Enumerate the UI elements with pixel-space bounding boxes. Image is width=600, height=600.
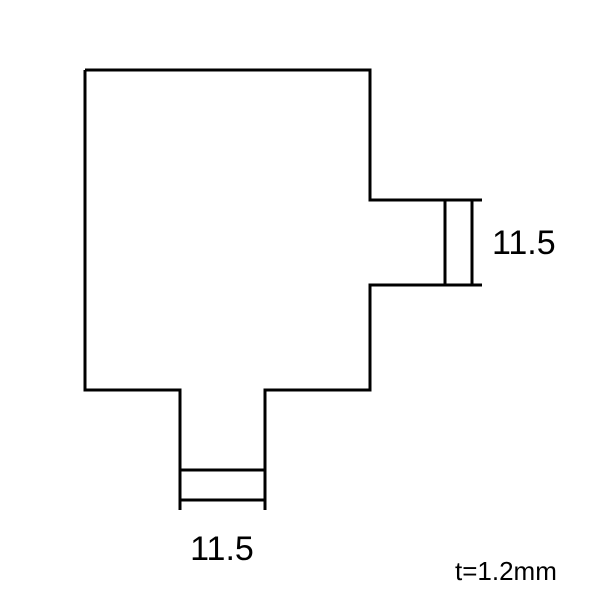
thickness-note: t=1.2mm bbox=[455, 556, 557, 586]
dim-bottom-label: 11.5 bbox=[190, 530, 254, 568]
dim-right-label: 11.5 bbox=[492, 224, 556, 262]
part-outline bbox=[85, 70, 445, 470]
